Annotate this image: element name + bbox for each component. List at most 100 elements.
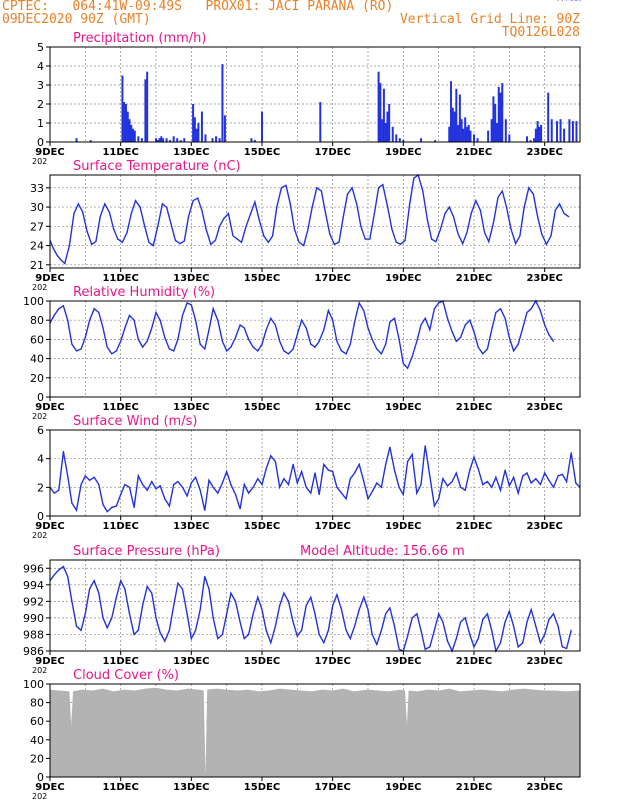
humidity-point <box>411 356 413 358</box>
humidity-title: Relative Humidity (%) <box>73 285 215 300</box>
pressure-title: Surface Pressure (hPa) <box>73 544 220 559</box>
temperature-point <box>86 230 88 232</box>
humidity-point <box>318 340 320 342</box>
temperature-point <box>510 228 512 231</box>
humidity-point <box>80 348 82 350</box>
humidity-point <box>239 324 241 326</box>
wind-xtick-label: 13DEC <box>173 521 209 532</box>
precip-bar <box>451 107 454 142</box>
precip-bar <box>450 81 453 142</box>
temperature-point <box>382 184 384 186</box>
wind-point <box>420 483 422 486</box>
wind-point <box>380 486 382 488</box>
temperature-point <box>519 235 521 237</box>
humidity-xtick-label: 19DEC <box>385 402 421 413</box>
wind-point <box>248 492 250 494</box>
pressure-point <box>279 604 281 607</box>
humidity-point <box>539 310 542 312</box>
pressure-point <box>340 609 343 611</box>
wind-point <box>473 456 475 458</box>
pressure-point <box>261 609 263 611</box>
precip-xtick-label: 19DEC <box>385 147 421 158</box>
temperature-point <box>250 212 252 215</box>
precip-bar <box>556 121 559 142</box>
humidity-point <box>181 314 184 316</box>
precip-bar <box>534 128 537 142</box>
pressure-point <box>124 588 126 590</box>
temperature-point <box>413 177 415 179</box>
humidity-point <box>548 334 550 336</box>
humidity-point <box>106 346 108 348</box>
humidity-point <box>354 321 356 323</box>
pressure-point <box>530 609 532 611</box>
temperature-point <box>466 232 468 234</box>
precip-bar <box>130 124 133 142</box>
pressure-point <box>168 629 170 631</box>
temperature-point <box>550 235 552 237</box>
temperature-ytick-label: 21 <box>30 259 44 272</box>
pressure-point <box>517 646 519 648</box>
precip-bar <box>476 138 479 142</box>
pressure-point <box>486 613 488 615</box>
temperature-point <box>148 241 150 243</box>
humidity-point <box>75 350 78 352</box>
precip-bar <box>550 119 553 142</box>
temperature-point <box>214 239 216 241</box>
pressure-point <box>354 625 356 627</box>
humidity-point <box>371 338 373 340</box>
precip-bar <box>526 136 528 142</box>
humidity-point <box>477 346 479 348</box>
precip-bar <box>160 136 163 142</box>
humidity-point <box>111 353 113 355</box>
pressure-point <box>106 627 108 629</box>
precip-bar <box>250 138 253 142</box>
temperature-point <box>576 0 578 1</box>
pressure-point <box>358 609 360 611</box>
temperature-ytick-label: 30 <box>30 201 44 214</box>
humidity-point <box>133 319 135 321</box>
wind-point <box>80 483 82 486</box>
temperature-point <box>452 216 455 218</box>
wind-point <box>173 483 175 486</box>
wind-point <box>137 475 139 477</box>
humidity-point <box>168 348 170 350</box>
humidity-ytick-label: 60 <box>30 333 44 346</box>
pressure-ytick-label: 996 <box>23 562 44 575</box>
precip-ytick-label: 3 <box>37 79 44 92</box>
temperature-point <box>395 241 397 243</box>
humidity-point <box>345 353 347 355</box>
precip-xtick-label: 23DEC <box>526 147 562 158</box>
temperature-xtick-label: 17DEC <box>314 273 350 284</box>
humidity-point <box>486 348 488 350</box>
temperature-xtick-label: 11DEC <box>102 273 138 284</box>
pressure-point <box>111 617 113 619</box>
temperature-point <box>104 203 106 205</box>
temperature-point <box>391 228 393 231</box>
precip-bar <box>123 102 126 142</box>
humidity-point <box>208 329 210 331</box>
pressure-point <box>274 625 276 627</box>
humidity-point <box>389 321 391 323</box>
wind-point <box>155 488 157 490</box>
pressure-point <box>142 604 144 607</box>
humidity-ytick-label: 100 <box>23 295 44 308</box>
precip-bar <box>559 119 562 142</box>
pressure-point <box>557 625 559 627</box>
cloud-year-label: 202 <box>32 792 47 800</box>
humidity-point <box>460 336 462 339</box>
precip-bar <box>193 117 196 142</box>
temperature-ytick-label: 24 <box>30 240 44 253</box>
pressure-point <box>367 609 369 611</box>
humidity-point <box>177 338 179 340</box>
wind-point <box>327 469 329 471</box>
humidity-point <box>257 350 259 352</box>
wind-point <box>71 502 73 504</box>
cloud-xtick-label: 9DEC <box>35 782 64 793</box>
precip-xtick-label: 9DEC <box>35 147 64 158</box>
wind-point <box>217 492 219 494</box>
pressure-xtick-label: 9DEC <box>35 656 64 667</box>
temperature-point <box>108 211 110 213</box>
humidity-point <box>544 324 546 326</box>
temperature-ytick-label: 27 <box>30 220 44 233</box>
humidity-point <box>561 0 563 1</box>
